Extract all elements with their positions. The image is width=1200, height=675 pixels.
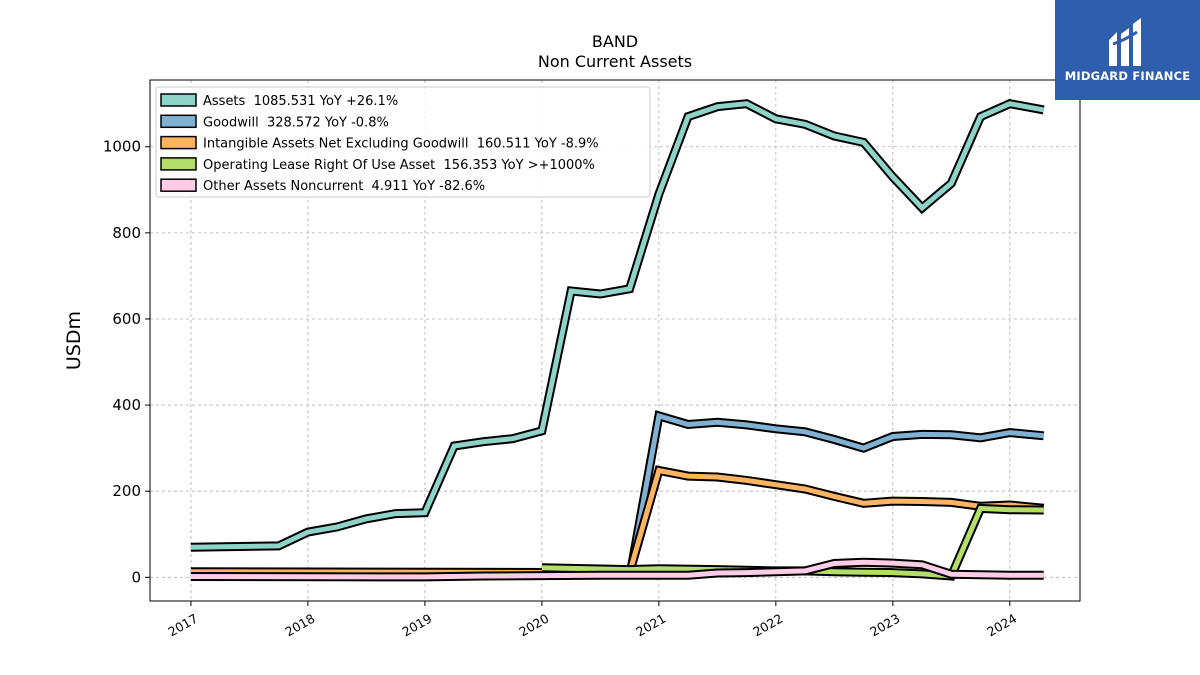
legend: Assets 1085.531 YoY +26.1% Goodwill 328.5… [155,86,651,198]
plot-frame [149,79,1081,602]
legend-box [155,86,651,198]
legend-swatch [160,157,197,171]
y-tick-label: 800 [112,224,141,242]
legend-swatch [160,135,197,150]
legend-entry: Goodwill 328.572 YoY -0.8% [203,115,389,130]
series-line-4 [190,559,1044,580]
x-tick-label: 2023 [867,611,902,640]
y-tick-label: 400 [112,396,141,414]
legend-entry: Intangible Assets Net Excluding Goodwill… [203,137,599,152]
series-line-2 [190,467,1044,576]
chart-subtitle: Non Current Assets [537,52,693,71]
x-tick-label: 2022 [750,611,785,640]
x-tick-label: 2024 [984,611,1019,640]
x-tick-label: 2020 [516,611,551,640]
legend-entry: Assets 1085.531 YoY +26.1% [203,94,398,109]
x-tick-label: 2017 [165,611,200,640]
series-line-1 [627,412,1044,578]
chart-title: BAND [591,32,639,51]
legend-swatch [160,114,197,129]
y-tick-label: 600 [112,310,141,328]
x-tick-label: 2021 [633,611,668,640]
y-tick-label: 200 [112,482,141,500]
y-tick-label: 0 [131,568,141,586]
midgard-logo-icon [1109,18,1141,66]
legend-entry: Other Assets Noncurrent 4.911 YoY -82.6% [203,179,485,194]
logo-text: MIDGARD FINANCE [1064,69,1191,83]
legend-entry: Operating Lease Right Of Use Asset 156.3… [203,158,595,173]
y-tick-label: 1000 [103,138,141,156]
series-outline-2 [190,465,1045,578]
x-tick-label: 2019 [399,611,434,640]
y-axis-label: USDm [63,311,85,370]
brand-logo: MIDGARD FINANCE [1055,0,1200,100]
x-tick-label: 2018 [282,611,317,640]
series-line-3 [541,505,1044,579]
legend-swatch [160,178,197,192]
series-line-0 [190,101,1045,550]
legend-swatch [160,93,197,107]
